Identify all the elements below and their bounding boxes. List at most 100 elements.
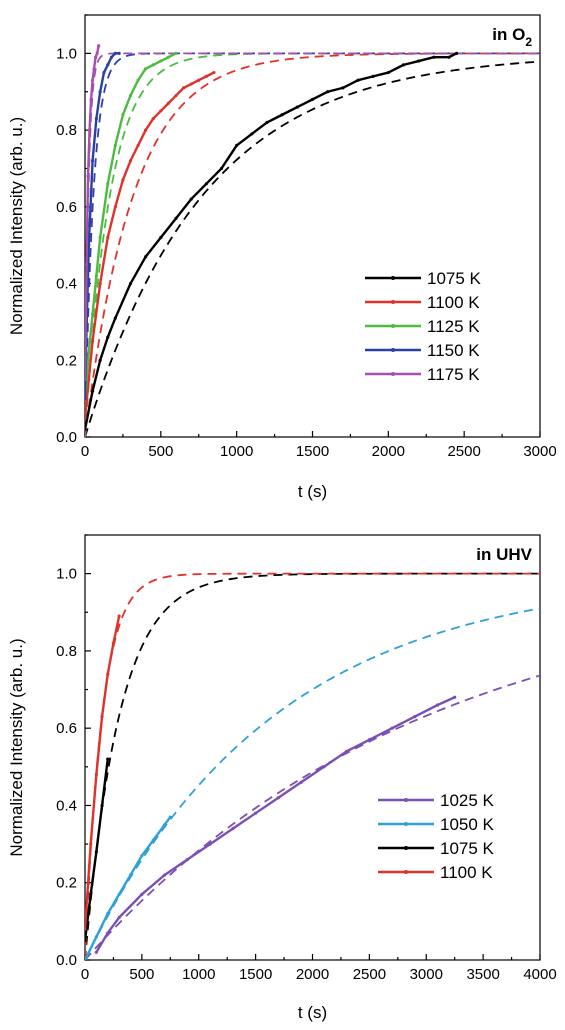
data-point <box>94 116 98 121</box>
series-4 <box>85 614 121 931</box>
data-point <box>85 939 87 943</box>
data-point <box>128 873 133 877</box>
data-point <box>144 255 148 259</box>
data-point <box>113 51 117 55</box>
legend: 1025 K 1050 K 1075 K 1100 K <box>378 791 495 882</box>
legend-marker <box>391 372 395 376</box>
data-point <box>102 70 106 75</box>
data-point <box>144 128 148 132</box>
legend-label: 1050 K <box>440 815 495 834</box>
data-point <box>166 101 171 105</box>
y-tick-label: 0.8 <box>56 643 77 660</box>
legend-label: 1125 K <box>427 317 480 336</box>
data-point <box>85 416 87 420</box>
x-tick-label: 2500 <box>353 966 386 983</box>
series-line <box>95 696 456 953</box>
x-tick-label: 3000 <box>523 443 556 460</box>
data-point <box>166 55 171 59</box>
legend-marker <box>404 846 408 850</box>
panel-annotation: in O2 <box>492 25 532 49</box>
data-point <box>87 377 91 382</box>
data-point <box>106 672 110 676</box>
legend-label: 1100 K <box>427 293 480 312</box>
data-point <box>111 641 116 645</box>
data-point <box>208 842 212 846</box>
fit-curve-5 <box>85 52 540 437</box>
x-tick-label: 2000 <box>372 443 405 460</box>
data-point <box>432 55 436 59</box>
data-point <box>89 97 93 101</box>
series-2 <box>85 70 216 420</box>
fit-curve-3 <box>85 572 540 960</box>
data-point <box>106 235 110 240</box>
legend-label: 1100 K <box>440 863 493 882</box>
data-point <box>98 281 102 286</box>
y-tick-label: 0.2 <box>56 875 77 892</box>
data-point <box>219 166 224 171</box>
legend-label: 1175 K <box>427 365 480 384</box>
x-tick-label: 3000 <box>410 966 443 983</box>
data-point <box>90 312 95 316</box>
data-point <box>356 78 360 82</box>
data-point <box>106 335 110 339</box>
legend-label: 1075 K <box>440 839 495 858</box>
data-point <box>447 55 451 59</box>
x-tick-label: 1000 <box>182 966 215 983</box>
data-point <box>174 93 178 98</box>
data-point <box>144 67 148 71</box>
y-tick-label: 1.0 <box>56 566 77 583</box>
data-point <box>151 116 155 121</box>
legend-label: 1150 K <box>427 341 480 360</box>
data-point <box>87 128 92 132</box>
data-point <box>159 235 163 240</box>
fit-curve-1 <box>85 674 540 960</box>
x-tick-label: 1000 <box>220 443 253 460</box>
data-point <box>250 132 254 136</box>
chart-panel-2: 0 500 1000 1500 2000 2500 3000 3500 4000 0.0 0.2 0.… <box>7 534 557 1022</box>
x-tick-label: 2500 <box>447 443 480 460</box>
data-point <box>322 765 326 769</box>
legend-marker <box>404 870 408 874</box>
data-point <box>254 811 258 815</box>
fit-curve-3 <box>85 52 540 437</box>
data-point <box>371 74 375 78</box>
data-point <box>163 873 167 877</box>
x-tick-label: 2000 <box>296 966 329 983</box>
data-point <box>90 339 95 343</box>
data-point <box>94 935 98 939</box>
data-point <box>106 931 110 935</box>
data-point <box>94 772 98 777</box>
data-point <box>92 67 96 71</box>
y-tick-label: 0.8 <box>56 122 77 139</box>
series-1 <box>85 51 459 431</box>
data-point <box>128 93 133 98</box>
data-point <box>94 55 98 59</box>
data-point <box>417 59 421 63</box>
data-point <box>174 51 178 55</box>
series-3 <box>85 51 178 401</box>
data-point <box>85 262 89 266</box>
data-point <box>454 51 459 55</box>
panel-annotation-text: in O <box>492 25 525 44</box>
data-point <box>136 78 140 82</box>
plot-frame <box>84 534 541 961</box>
legend-marker <box>404 798 408 802</box>
plot-area <box>85 44 540 437</box>
data-point <box>159 109 163 113</box>
x-tick-label: 0 <box>81 966 89 983</box>
data-point <box>87 351 91 355</box>
y-tick-label: 0.4 <box>56 797 77 814</box>
data-point <box>189 197 193 201</box>
data-point <box>151 838 155 842</box>
data-point <box>85 927 87 931</box>
data-point <box>90 389 95 393</box>
data-point <box>98 235 102 240</box>
data-point <box>212 70 216 75</box>
series-line <box>85 45 100 380</box>
fit-curve-4 <box>85 572 540 960</box>
y-tick-label: 0.0 <box>56 952 77 969</box>
x-tick-label: 0 <box>81 443 89 460</box>
fit-curve-1 <box>85 60 540 437</box>
series-line <box>85 52 458 430</box>
data-point <box>310 97 315 101</box>
